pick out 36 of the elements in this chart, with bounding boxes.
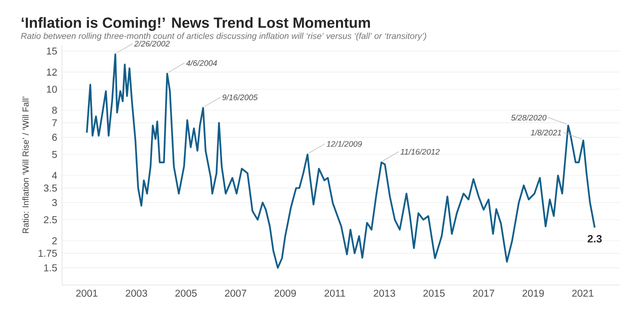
annotation: 9/16/2005 bbox=[222, 94, 258, 100]
y-tick-label: 10 bbox=[46, 86, 57, 93]
chart-title: ‘Inflation is Coming!’ News Trend Lost Momentum bbox=[22, 17, 370, 31]
annotation: 11/16/2012 bbox=[400, 148, 440, 155]
x-tick-label: 2017 bbox=[472, 290, 494, 297]
y-tick-label: 7 bbox=[52, 119, 57, 126]
y-tick-label: 8 bbox=[52, 106, 57, 114]
x-tick-label: 2011 bbox=[324, 290, 346, 297]
y-tick-label: 1.5 bbox=[44, 264, 57, 272]
annotation: 2.3 bbox=[588, 234, 602, 243]
x-tick-label: 2007 bbox=[224, 290, 246, 297]
x-tick-label: 2005 bbox=[175, 290, 197, 297]
y-tick-label: 1.75 bbox=[38, 250, 57, 257]
annotation: 4/6/2004 bbox=[186, 60, 217, 66]
annotation: 2/26/2002 bbox=[134, 40, 170, 47]
y-tick-label: 15 bbox=[46, 48, 57, 55]
chart-subtitle: Ratio between rolling three-month count of articles discussing inflation will ‘rise’ versus ‘(fall’ or ‘transitory’) bbox=[20, 32, 426, 41]
y-tick-label: 12 bbox=[46, 68, 57, 76]
x-tick-label: 2015 bbox=[423, 290, 445, 297]
x-tick-label: 2021 bbox=[572, 290, 594, 297]
annotation: 12/1/2009 bbox=[326, 140, 362, 147]
y-tick-label: 6 bbox=[52, 134, 57, 141]
y-tick-label: 5 bbox=[52, 150, 57, 158]
annotation: 1/8/2021 bbox=[530, 130, 562, 136]
y-tick-label: 2 bbox=[52, 237, 57, 244]
y-tick-label: 4 bbox=[52, 172, 58, 179]
y-axis-title: Ratio: Inflation ‘Will Rise’ / ‘Will Fall’ bbox=[22, 96, 29, 234]
y-tick-label: 3.5 bbox=[44, 184, 57, 192]
y-tick-label: 2.5 bbox=[44, 216, 57, 224]
x-tick-label: 2013 bbox=[374, 290, 396, 297]
annotation: 5/28/2020 bbox=[511, 114, 546, 120]
x-tick-label: 2019 bbox=[522, 290, 544, 297]
y-tick-label: 3 bbox=[52, 199, 57, 206]
x-tick-label: 2003 bbox=[126, 290, 148, 297]
x-tick-label: 2009 bbox=[274, 290, 296, 297]
x-tick-label: 2001 bbox=[76, 290, 98, 297]
